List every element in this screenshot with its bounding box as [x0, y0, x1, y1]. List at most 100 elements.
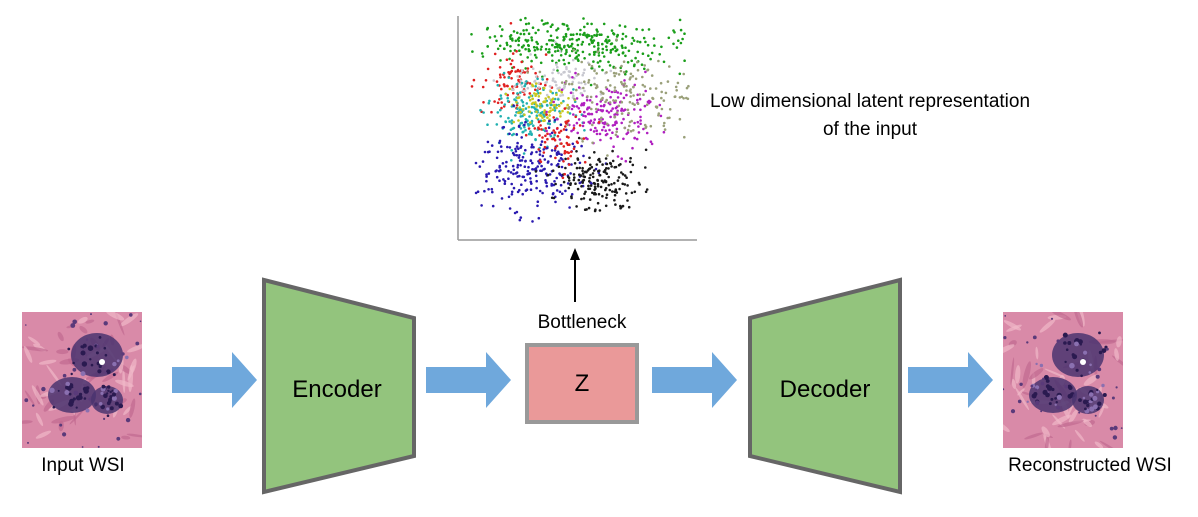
scatter-point: [611, 47, 615, 51]
scatter-point: [599, 119, 603, 123]
scatter-point: [570, 196, 573, 200]
scatter-point: [611, 149, 614, 153]
scatter-point: [596, 50, 600, 53]
scatter-point: [605, 132, 609, 136]
scatter-point: [556, 117, 559, 121]
scatter-point: [539, 82, 542, 86]
scatter-point: [609, 115, 612, 119]
scatter-point: [554, 200, 557, 204]
scatter-point: [503, 84, 506, 88]
scatter-point: [659, 81, 663, 85]
scatter-point: [563, 152, 566, 155]
scatter-point: [585, 170, 588, 174]
scatter-point: [619, 92, 623, 95]
scatter-point: [500, 197, 504, 200]
scatter-point: [567, 163, 571, 166]
scatter-point: [567, 151, 570, 155]
scatter-point: [598, 132, 602, 136]
scatter-point: [531, 161, 534, 165]
scatter-point: [534, 88, 537, 92]
scatter-point: [486, 45, 490, 48]
scatter-point: [531, 101, 535, 105]
scatter-point: [587, 206, 591, 210]
scatter-point: [623, 183, 627, 186]
scatter-point: [539, 61, 543, 65]
scatter-point: [543, 100, 546, 103]
scatter-point: [616, 155, 620, 158]
scatter-point: [535, 179, 538, 183]
scatter-point: [613, 89, 617, 92]
scatter-point: [577, 86, 581, 89]
scatter-point: [540, 128, 543, 131]
scatter-point: [559, 54, 563, 57]
scatter-point: [626, 184, 629, 187]
scatter-point: [570, 150, 573, 154]
scatter-point: [628, 78, 632, 81]
scatter-point: [596, 61, 600, 64]
scatter-point: [599, 90, 603, 94]
scatter-point: [541, 78, 544, 81]
scatter-point: [581, 94, 584, 97]
scatter-point: [632, 39, 636, 42]
scatter-point: [511, 85, 514, 88]
scatter-point: [642, 93, 645, 96]
scatter-point: [580, 144, 583, 148]
scatter-point: [507, 116, 510, 120]
scatter-point: [520, 60, 523, 64]
scatter-point: [529, 121, 532, 124]
scatter-point: [577, 136, 581, 140]
scatter-point: [510, 69, 514, 73]
scatter-point: [640, 63, 644, 66]
scatter-point: [509, 171, 513, 174]
scatter-point: [574, 71, 577, 75]
scatter-point: [553, 103, 557, 107]
scatter-point: [611, 159, 615, 163]
scatter-point: [542, 23, 545, 26]
scatter-point: [483, 150, 487, 154]
scatter-point: [576, 141, 579, 145]
scatter-point: [633, 103, 636, 106]
output-tissue-texture: [1003, 312, 1123, 448]
scatter-point: [575, 150, 578, 153]
scatter-point: [527, 172, 531, 176]
scatter-point: [604, 86, 608, 89]
scatter-point: [519, 18, 522, 22]
scatter-point: [595, 110, 598, 114]
scatter-point: [573, 162, 577, 165]
scatter-point: [567, 119, 570, 123]
scatter-point: [523, 125, 526, 129]
scatter-point: [595, 129, 598, 132]
scatter-point: [561, 22, 565, 26]
scatter-point: [587, 167, 591, 171]
scatter-point: [546, 30, 549, 33]
scatter-point: [553, 131, 557, 134]
scatter-point: [508, 146, 512, 149]
scatter-point: [613, 113, 616, 116]
scatter-point: [529, 130, 532, 133]
scatter-point: [546, 122, 550, 125]
scatter-point: [621, 51, 625, 55]
scatter-point: [583, 110, 586, 114]
scatter-point: [523, 113, 526, 117]
scatter-point: [519, 91, 522, 94]
scatter-point: [570, 193, 574, 196]
scatter-point: [510, 193, 514, 196]
scatter-point: [553, 45, 557, 49]
scatter-point: [524, 107, 528, 110]
scatter-point: [557, 104, 561, 108]
scatter-point: [614, 120, 618, 123]
scatter-point: [519, 164, 522, 167]
scatter-point: [577, 59, 580, 62]
scatter-point: [616, 179, 620, 182]
scatter-point: [569, 33, 573, 36]
scatter-point: [535, 92, 538, 96]
scatter-point: [555, 28, 558, 32]
scatter-point: [524, 16, 527, 20]
scatter-point: [534, 174, 538, 178]
scatter-point: [639, 115, 642, 119]
scatter-point: [551, 137, 554, 141]
scatter-point: [510, 77, 513, 80]
scatter-point: [530, 182, 533, 185]
scatter-point: [529, 53, 532, 56]
scatter-point: [644, 40, 647, 44]
